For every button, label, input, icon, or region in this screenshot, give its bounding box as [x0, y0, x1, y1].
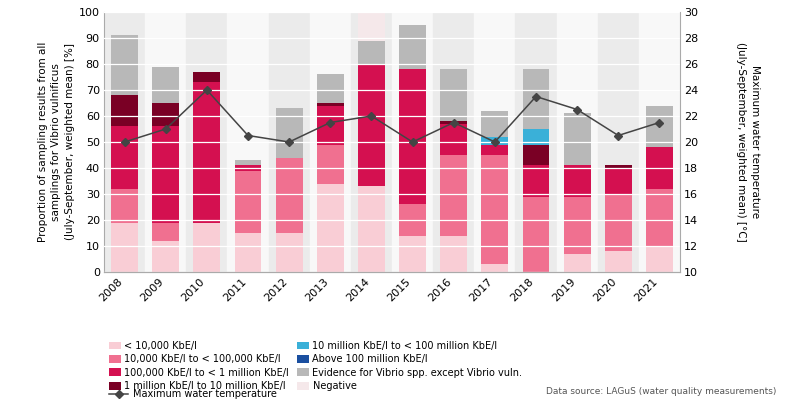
Bar [646, 106, 673, 147]
Bar [522, 166, 550, 196]
Bar [482, 155, 508, 264]
Bar [317, 144, 344, 184]
Bar [152, 126, 179, 222]
Bar [234, 170, 262, 233]
Bar [564, 114, 590, 166]
Bar [522, 196, 550, 272]
Bar [152, 103, 179, 126]
Bar [440, 121, 467, 124]
Bar [351, 12, 392, 272]
Bar [104, 12, 145, 272]
Bar [145, 12, 186, 272]
Bar [234, 160, 262, 166]
Bar [111, 189, 138, 222]
Bar [194, 72, 220, 82]
Bar [605, 194, 632, 251]
Bar [276, 158, 302, 233]
Y-axis label: Maximum water temperature
(July-September, weighted mean) [°C]: Maximum water temperature (July-Septembe… [736, 42, 759, 242]
Bar [194, 222, 220, 272]
Bar [276, 233, 302, 272]
Bar [111, 95, 138, 126]
Bar [605, 168, 632, 194]
Bar [440, 155, 467, 236]
Bar [482, 137, 508, 144]
Bar [317, 74, 344, 103]
Bar [564, 197, 590, 254]
Bar [482, 264, 508, 272]
Y-axis label: Proportion of sampling results from all
samplings for Vibrio vulnificus
(July-Se: Proportion of sampling results from all … [38, 42, 74, 242]
Bar [522, 69, 550, 129]
Bar [440, 124, 467, 155]
Bar [310, 12, 351, 272]
Bar [399, 69, 426, 204]
Bar [276, 108, 302, 158]
Bar [152, 222, 179, 241]
Bar [186, 12, 227, 272]
Bar [358, 41, 385, 64]
Bar [515, 12, 557, 272]
Bar [234, 166, 262, 170]
Bar [482, 111, 508, 137]
Legend: Maximum water temperature: Maximum water temperature [109, 389, 277, 399]
Bar [399, 236, 426, 272]
Bar [111, 222, 138, 272]
Bar [194, 82, 220, 222]
Bar [317, 106, 344, 144]
Bar [234, 233, 262, 272]
Bar [111, 35, 138, 95]
Bar [392, 12, 433, 272]
Bar [646, 189, 673, 246]
Bar [399, 204, 426, 236]
Bar [522, 144, 550, 166]
Text: Data source: LAGuS (water quality measurements): Data source: LAGuS (water quality measur… [546, 387, 776, 396]
Bar [646, 246, 673, 272]
Bar [598, 12, 639, 272]
Bar [358, 12, 385, 41]
Bar [152, 67, 179, 103]
Bar [605, 166, 632, 168]
Bar [269, 12, 310, 272]
Bar [227, 12, 269, 272]
Bar [433, 12, 474, 272]
Bar [440, 236, 467, 272]
Bar [358, 64, 385, 186]
Bar [564, 166, 590, 196]
Bar [317, 184, 344, 272]
Bar [564, 254, 590, 272]
Bar [482, 144, 508, 155]
Bar [474, 12, 515, 272]
Bar [639, 12, 680, 272]
Bar [522, 129, 550, 144]
Bar [152, 241, 179, 272]
Legend: < 10,000 KbE/l, 10,000 KbE/l to < 100,000 KbE/l, 100,000 KbE/l to < 1 million Kb: < 10,000 KbE/l, 10,000 KbE/l to < 100,00… [109, 341, 522, 391]
Bar [557, 12, 598, 272]
Bar [399, 25, 426, 69]
Bar [646, 147, 673, 189]
Bar [605, 251, 632, 272]
Bar [317, 103, 344, 106]
Bar [358, 186, 385, 272]
Bar [111, 126, 138, 189]
Bar [440, 69, 467, 121]
